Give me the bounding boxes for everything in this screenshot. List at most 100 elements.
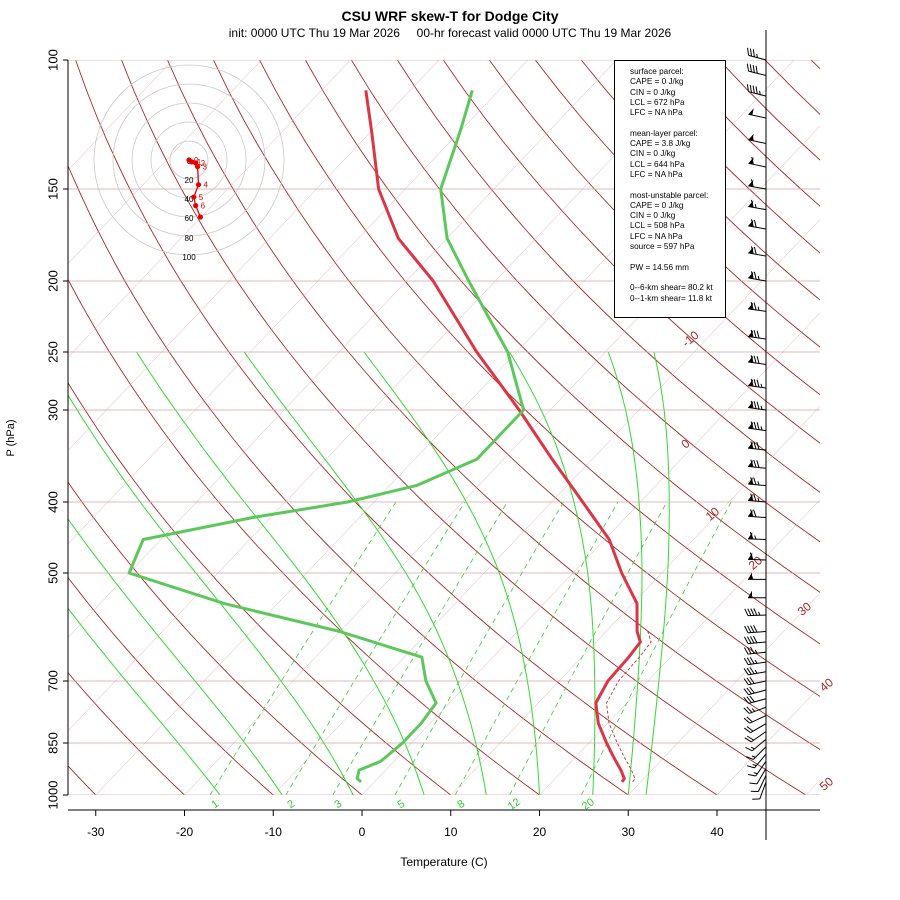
wind-barb-full [756, 422, 760, 430]
hodograph-ring-label: 100 [182, 253, 196, 262]
info-line: CAPE = 0 J/kg [630, 77, 684, 87]
hodograph-ring [93, 64, 285, 256]
wind-barb-full [746, 716, 753, 723]
wind-barb-staff [749, 715, 767, 724]
wind-barb-full [749, 84, 752, 93]
wind-barb-full [749, 531, 754, 540]
wind-barb-half [752, 136, 754, 141]
moist-adiabat-line [645, 351, 670, 795]
info-line: mean-layer parcel: [630, 128, 698, 138]
hodograph-ring [169, 140, 209, 180]
most-unstable-parcel-info: most-unstable parcel: CAPE = 0 J/kg CIN … [630, 191, 721, 253]
wind-barb-full [747, 47, 750, 56]
wind-barb-full [743, 668, 749, 676]
wind-barb-staff [757, 774, 767, 792]
y-axis-label: P (hPa) [5, 419, 17, 456]
wind-barb-full [750, 271, 754, 279]
wind-barb-half [760, 426, 763, 431]
hodograph: 0204060801000123456 [93, 64, 285, 262]
wind-barb-full [756, 379, 760, 388]
wind-barb-staff [748, 465, 767, 469]
wind-barb-staff [748, 308, 767, 312]
wind-barb-full [750, 441, 754, 449]
wind-barb-staff [748, 385, 767, 389]
wind-barb [748, 441, 767, 451]
hodograph-ring [131, 102, 247, 218]
wind-barb-full [746, 735, 754, 741]
info-line: most-unstable parcel: [630, 190, 709, 200]
hodograph-point-label: 3 [203, 163, 208, 172]
wind-barb-full [750, 355, 754, 363]
hodograph-ring [150, 121, 228, 199]
wind-barb-full [743, 697, 750, 704]
hodograph-point-label: 2 [201, 159, 206, 168]
wind-barb-full [750, 790, 759, 793]
wind-barb [747, 552, 767, 561]
wind-barb [748, 329, 767, 340]
wind-barb-full [751, 156, 754, 165]
wind-barb-full [748, 773, 756, 777]
wind-barb-full [753, 302, 757, 311]
wind-barb [748, 459, 767, 469]
info-line: source = 597 hPa [630, 242, 695, 252]
wind-barb-full [750, 459, 754, 468]
wind-barb-staff [756, 768, 767, 785]
wind-barb-full [749, 48, 753, 57]
wind-barb [748, 156, 767, 168]
wind-barb-full [753, 219, 757, 228]
wind-barb-full [749, 657, 755, 665]
mixing-ratio-line [209, 501, 397, 795]
wind-barb-full [743, 657, 749, 665]
parcel-info-box: surface parcel: CAPE = 0 J/kg CIN = 0 J/… [614, 60, 726, 318]
dry-adiabat-line [68, 576, 274, 795]
wind-barb [748, 271, 767, 282]
wind-barb [744, 635, 767, 645]
wind-barb-full [750, 509, 754, 517]
info-line: CAPE = 3.8 J/kg [630, 139, 691, 149]
wind-barb [746, 63, 767, 77]
wind-barb [743, 715, 767, 724]
dry-adiabat-line [259, 60, 820, 645]
wind-barbs [743, 30, 767, 840]
wind-barb-full [753, 608, 758, 616]
wind-barb-full [743, 707, 750, 714]
dry-adiabat-line [305, 60, 820, 593]
dry-adiabat-line [68, 164, 629, 795]
x-tick-label: -20 [176, 825, 194, 839]
moist-adiabat-line [68, 607, 221, 795]
wind-barb-staff [754, 753, 767, 769]
wind-barb-full [744, 636, 749, 644]
wind-barb-half [752, 764, 757, 767]
wind-barb-full [750, 608, 755, 616]
wind-barb-full [753, 355, 757, 364]
wind-barb-half [754, 535, 757, 540]
hodograph-point-label: 6 [201, 202, 206, 211]
wind-barb-full [746, 84, 750, 92]
wind-barb [748, 572, 766, 580]
wind-barb-full [753, 493, 757, 502]
y-tick-label: 200 [45, 270, 60, 292]
mixing-ratio-line [285, 501, 466, 795]
isotherm-line [716, 686, 820, 795]
isotherm-line [361, 312, 820, 795]
wind-barb-staff [747, 558, 767, 561]
isotherm-line [184, 125, 820, 795]
hodograph-point [195, 182, 202, 188]
mixing-ratio-label: 12 [506, 796, 523, 813]
moist-adiabat-line [509, 351, 596, 795]
isotherm-line [539, 499, 820, 795]
shear-info: 0--6-km shear= 80.2 kt 0--1-km shear= 11… [630, 283, 721, 304]
info-line: 0--6-km shear= 80.2 kt [630, 283, 713, 293]
wind-barb-full [750, 246, 754, 254]
wind-barb-staff [748, 225, 767, 230]
wind-barb [750, 774, 767, 793]
wind-barb-full [750, 378, 754, 387]
hodograph-point [197, 214, 203, 220]
wind-barb-full [746, 765, 755, 769]
wind-barb-full [749, 686, 755, 694]
mixing-ratio-line [509, 501, 668, 795]
info-line: LCL = 672 hPa [630, 97, 685, 107]
wind-barb [744, 608, 767, 617]
sounding-profiles [127, 89, 652, 784]
